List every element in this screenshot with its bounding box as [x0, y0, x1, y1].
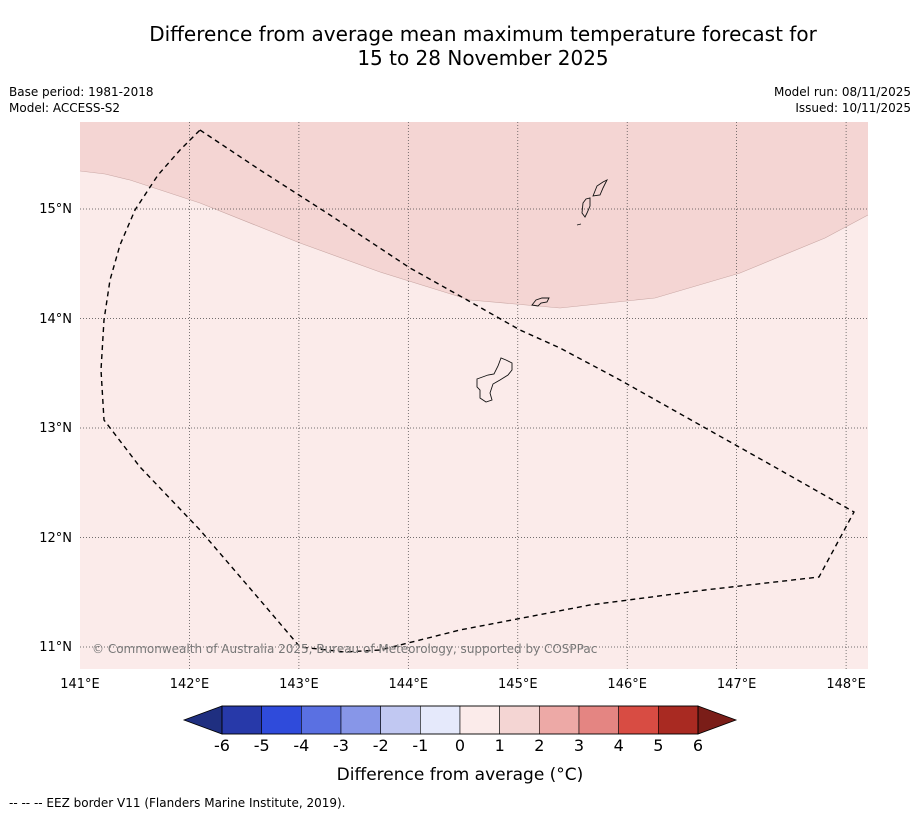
footnote: -- -- -- EEZ border V11 (Flanders Marine…: [9, 796, 346, 810]
lat-label-15: 15°N: [39, 202, 72, 217]
lon-label-147: 147°E: [717, 677, 757, 692]
colorbar-tick-label: -5: [254, 736, 270, 755]
rota-island: [531, 297, 550, 307]
lon-label-144: 144°E: [389, 677, 429, 692]
colorbar-swatch: [499, 705, 540, 735]
colorbar-tick-label: -1: [412, 736, 428, 755]
gridlines: [80, 122, 868, 669]
anomaly-band-1-2: [80, 122, 868, 308]
tinian-island: [581, 197, 591, 218]
colorbar-swatch: [380, 705, 421, 735]
colorbar-over-arrow: [697, 705, 738, 735]
colorbar-swatch: [618, 705, 659, 735]
colorbar-frame: [221, 705, 699, 735]
copyright-text: © Commonwealth of Australia 2025, Bureau…: [92, 642, 597, 656]
lon-label-142: 142°E: [170, 677, 210, 692]
model-run: Model run: 08/11/2025: [773, 85, 911, 99]
base-period: Base period: 1981-2018: [9, 85, 154, 99]
saipan-island: [592, 178, 609, 197]
colorbar-tick-label: -2: [373, 736, 389, 755]
meta-right: Model run: 08/11/2025 Issued: 10/11/2025: [774, 84, 911, 116]
issued-date: Issued: 10/11/2025: [795, 101, 911, 115]
lat-label-12: 12°N: [39, 531, 72, 546]
title-line-1: Difference from average mean maximum tem…: [149, 22, 817, 46]
lon-label-143: 143°E: [279, 677, 319, 692]
lat-label-14: 14°N: [39, 312, 72, 327]
guam-island: [476, 357, 513, 403]
colorbar-swatches: [221, 705, 699, 735]
colorbar-tick-label: 1: [495, 736, 505, 755]
colorbar-tick-label: 0: [455, 736, 465, 755]
colorbar-swatch: [221, 705, 262, 735]
lon-label-145: 145°E: [498, 677, 538, 692]
map-panel: [79, 122, 869, 669]
lon-label-146: 146°E: [607, 677, 647, 692]
chart-title: Difference from average mean maximum tem…: [0, 22, 919, 70]
title-line-2: 15 to 28 November 2025: [357, 46, 609, 70]
colorbar-tick-label: 6: [693, 736, 703, 755]
colorbar-swatch: [261, 705, 302, 735]
lat-label-13: 13°N: [39, 421, 72, 436]
colorbar-swatch: [301, 705, 342, 735]
lon-label-141: 141°E: [60, 677, 100, 692]
colorbar-swatch: [459, 705, 500, 735]
colorbar-tick-label: 5: [653, 736, 663, 755]
colorbar: -6 -5 -4 -3 -2 -1 0 1 2 3 4 5 6 Difference from aver…: [182, 705, 738, 785]
colorbar-tick-label: -3: [333, 736, 349, 755]
eez-border: [100, 129, 855, 653]
colorbar-tick-label: -6: [214, 736, 230, 755]
colorbar-under-arrow: [182, 705, 223, 735]
colorbar-swatch: [658, 705, 699, 735]
model-name: Model: ACCESS-S2: [9, 101, 121, 115]
colorbar-swatch: [340, 705, 381, 735]
colorbar-tick-label: -4: [293, 736, 309, 755]
aguijan-island: [576, 223, 582, 226]
islands: [476, 178, 609, 403]
colorbar-swatch: [420, 705, 461, 735]
anomaly-contour: [79, 170, 869, 309]
colorbar-tick-label: 3: [574, 736, 584, 755]
colorbar-tick-label: 2: [534, 736, 544, 755]
colorbar-label: Difference from average (°C): [337, 765, 584, 785]
meta-left: Base period: 1981-2018 Model: ACCESS-S2: [9, 84, 154, 116]
lon-label-148: 148°E: [826, 677, 866, 692]
colorbar-ticks: -6 -5 -4 -3 -2 -1 0 1 2 3 4 5 6: [214, 736, 703, 755]
colorbar-tick-label: 4: [614, 736, 624, 755]
colorbar-swatch: [578, 705, 619, 735]
lat-label-11: 11°N: [39, 640, 72, 655]
colorbar-swatch: [539, 705, 580, 735]
